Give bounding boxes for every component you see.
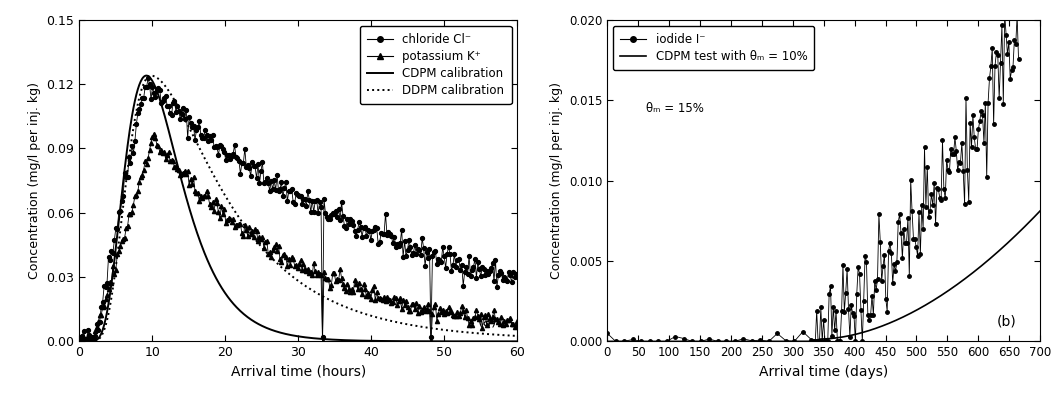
X-axis label: Arrival time (days): Arrival time (days) bbox=[759, 365, 888, 379]
Y-axis label: Concentration (mg/l per inj. kg): Concentration (mg/l per inj. kg) bbox=[27, 82, 41, 279]
Text: (a): (a) bbox=[478, 314, 497, 329]
Text: (b): (b) bbox=[997, 314, 1017, 329]
Legend: chloride Cl⁻, potassium K⁺, CDPM calibration, DDPM calibration: chloride Cl⁻, potassium K⁺, CDPM calibra… bbox=[360, 26, 511, 104]
Legend: iodide I⁻, CDPM test with θₘ = 10%: iodide I⁻, CDPM test with θₘ = 10% bbox=[614, 26, 814, 70]
X-axis label: Arrival time (hours): Arrival time (hours) bbox=[230, 365, 366, 379]
Y-axis label: Concentration (mg/l per inj. kg): Concentration (mg/l per inj. kg) bbox=[550, 82, 564, 279]
Text: θₘ = 15%: θₘ = 15% bbox=[631, 102, 704, 115]
